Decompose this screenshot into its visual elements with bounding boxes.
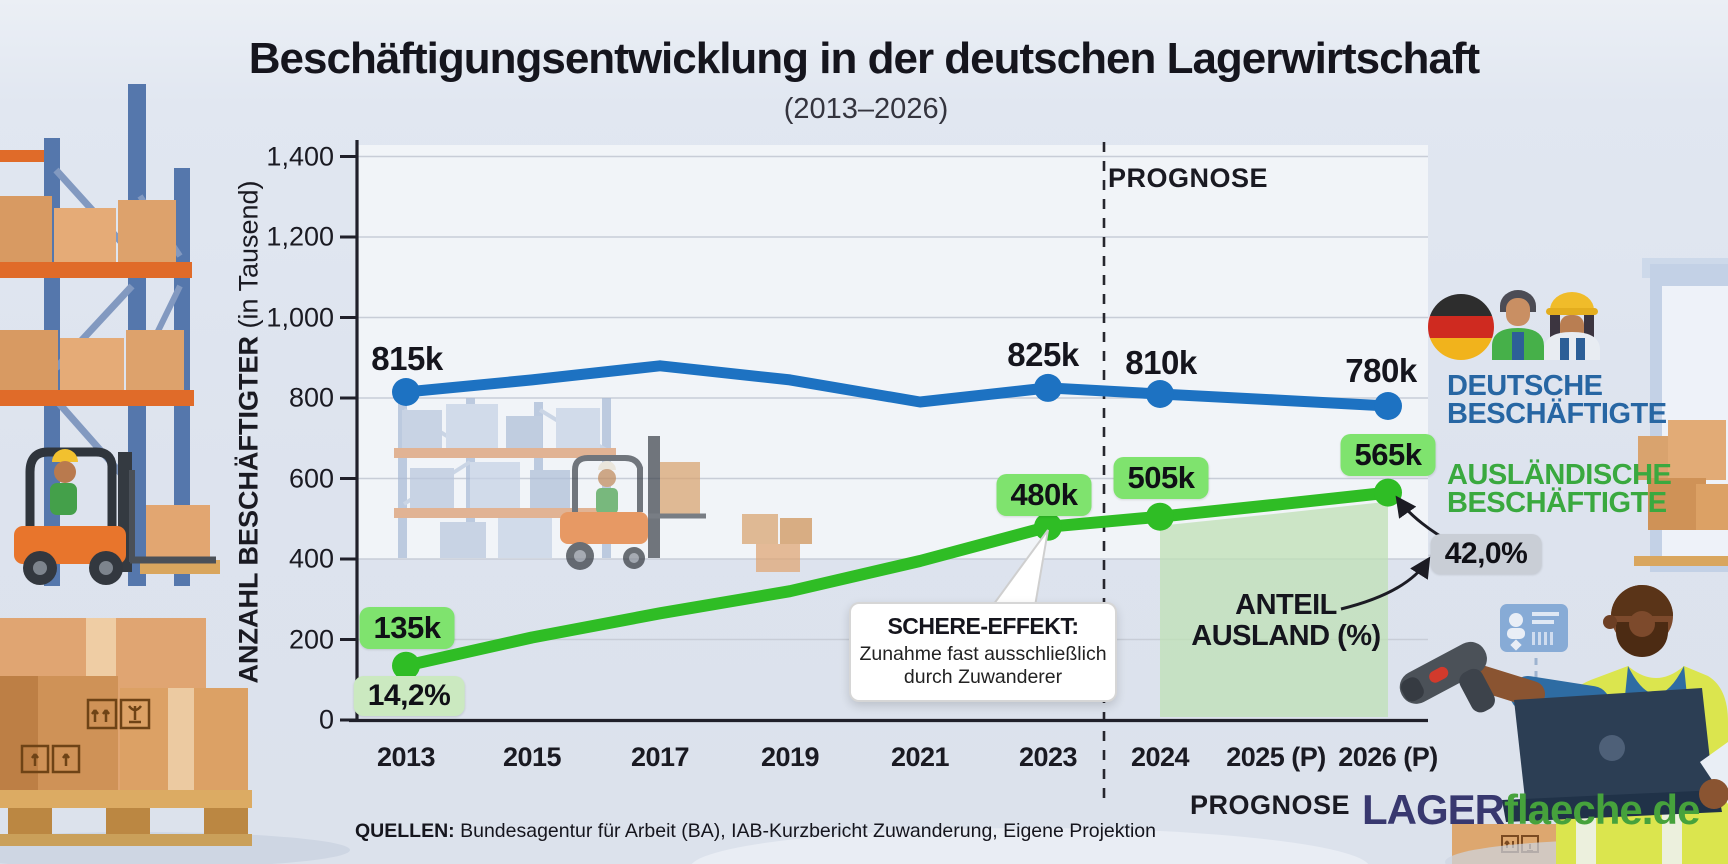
foreign-employees-markers xyxy=(392,478,1402,680)
x-tick-label: 2023 xyxy=(1018,742,1078,772)
warehouse-scene-in-chart-illustration xyxy=(394,398,812,572)
legend-foreign-line1: AUSLÄNDISCHE xyxy=(1447,459,1672,491)
male-worker-icon xyxy=(1492,290,1544,360)
callout-body-line1: Zunahme fast ausschließlich xyxy=(859,643,1107,665)
forecast-shaded-area xyxy=(1160,501,1388,717)
lagerflaeche-logo: LAGERflaeche.de xyxy=(1362,786,1700,834)
anteil-ausland-label: ANTEIL AUSLAND (%) xyxy=(1191,589,1381,652)
data-point-marker xyxy=(1034,512,1062,541)
x-tick-label: 2013 xyxy=(376,742,436,772)
worker-with-laptop-illustration xyxy=(1399,585,1728,864)
logo-part1: LAGER xyxy=(1362,786,1505,833)
barcode-scanner-icon xyxy=(1399,641,1495,713)
data-point-marker xyxy=(392,651,420,680)
legend-german-line1: DEUTSCHE xyxy=(1447,370,1603,402)
prognose-label-top: PROGNOSE xyxy=(1107,163,1269,193)
y-tick-label: 200 xyxy=(288,624,334,654)
y-tick-label: 800 xyxy=(288,382,334,413)
prognose-label-bottom: PROGNOSE xyxy=(1189,790,1351,820)
data-point-marker xyxy=(392,378,420,406)
anteil-arrow xyxy=(1340,556,1431,611)
anteil-line2: AUSLAND (%) xyxy=(1191,620,1381,652)
y-tick-label: 400 xyxy=(288,543,334,574)
foreign-employees-line xyxy=(400,486,1394,672)
y-axis-title-unit: (in Tausend) xyxy=(233,180,264,337)
logo-part2: flaeche.de xyxy=(1504,786,1700,833)
x-tick-label: 2026 (P) xyxy=(1338,742,1438,772)
x-tick-label: 2025 (P) xyxy=(1226,742,1326,772)
german-flag-icon xyxy=(1428,294,1494,360)
boxes-bottom-left-illustration xyxy=(0,618,350,864)
floor-highlight xyxy=(691,828,1369,864)
data-point-marker xyxy=(1146,380,1174,408)
y-axis-title-bold: ANZAHL BESCHÄFTIGTER xyxy=(233,336,264,684)
data-point-marker xyxy=(1374,478,1402,507)
sources-prefix: QUELLEN: xyxy=(355,820,455,842)
value-label-blue-2024: 810k xyxy=(1125,344,1197,381)
x-tick-label: 2021 xyxy=(890,742,950,772)
data-point-marker xyxy=(1034,373,1062,402)
value-label-blue-2026: 780k xyxy=(1345,352,1417,389)
anteil-line1: ANTEIL xyxy=(1235,589,1337,621)
y-tick-label: 1,200 xyxy=(266,221,334,252)
forklift-left-illustration xyxy=(14,447,216,585)
legend-german-line2: BESCHÄFTIGTE xyxy=(1447,398,1667,430)
y-tick-label: 0 xyxy=(318,704,334,735)
id-card-icon xyxy=(1500,604,1568,652)
value-badge-green-2024: 505k xyxy=(1113,457,1209,499)
y-tick-label: 1,400 xyxy=(266,141,334,171)
schere-effekt-callout: SCHERE-EFFEKT: Zunahme fast ausschließli… xyxy=(849,602,1117,702)
callout-title: SCHERE-EFFEKT: xyxy=(887,613,1079,639)
data-point-marker xyxy=(1146,502,1174,531)
legend-foreign-line2: BESCHÄFTIGTE xyxy=(1447,487,1667,519)
female-worker-icon xyxy=(1544,292,1600,360)
callout-body-line2: durch Zuwanderer xyxy=(903,666,1063,688)
share-end-badge: 42,0% xyxy=(1430,534,1542,574)
german-employees-line xyxy=(400,360,1394,412)
axis-tick-marks xyxy=(340,155,356,722)
page-subtitle: (2013–2026) xyxy=(783,93,949,125)
x-tick-label: 2024 xyxy=(1130,742,1190,772)
legend-german-block: DEUTSCHE BESCHÄFTIGTE xyxy=(1447,370,1667,430)
doorway-right-illustration xyxy=(1634,258,1728,572)
value-badge-green-2023: 480k xyxy=(996,474,1092,516)
value-badge-green-2013: 135k xyxy=(359,607,455,649)
y-tick-label: 1,000 xyxy=(266,302,334,332)
value-label-blue-2013: 815k xyxy=(371,340,443,377)
data-point-marker xyxy=(1374,392,1402,420)
y-tick-label: 600 xyxy=(288,463,334,493)
page-title: Beschäftigungsentwicklung in der deutsch… xyxy=(248,34,1480,83)
y-axis-title: ANZAHL BESCHÄFTIGTER (in Tausend) xyxy=(234,180,265,683)
german-employees-markers xyxy=(392,373,1402,420)
x-tick-label: 2017 xyxy=(630,742,690,772)
value-badge-green-2026: 565k xyxy=(1340,434,1436,476)
share-start-badge: 14,2% xyxy=(353,676,465,716)
x-tick-label: 2015 xyxy=(502,742,562,772)
x-tick-label: 2019 xyxy=(760,742,820,772)
value-label-blue-2023: 825k xyxy=(1007,336,1079,373)
sources-line: QUELLEN: Bundesagentur für Arbeit (BA), … xyxy=(355,820,1156,843)
sources-text: Bundesagentur für Arbeit (BA), IAB-Kurzb… xyxy=(454,820,1156,842)
legend-foreign-block: AUSLÄNDISCHE BESCHÄFTIGTE xyxy=(1447,459,1672,519)
